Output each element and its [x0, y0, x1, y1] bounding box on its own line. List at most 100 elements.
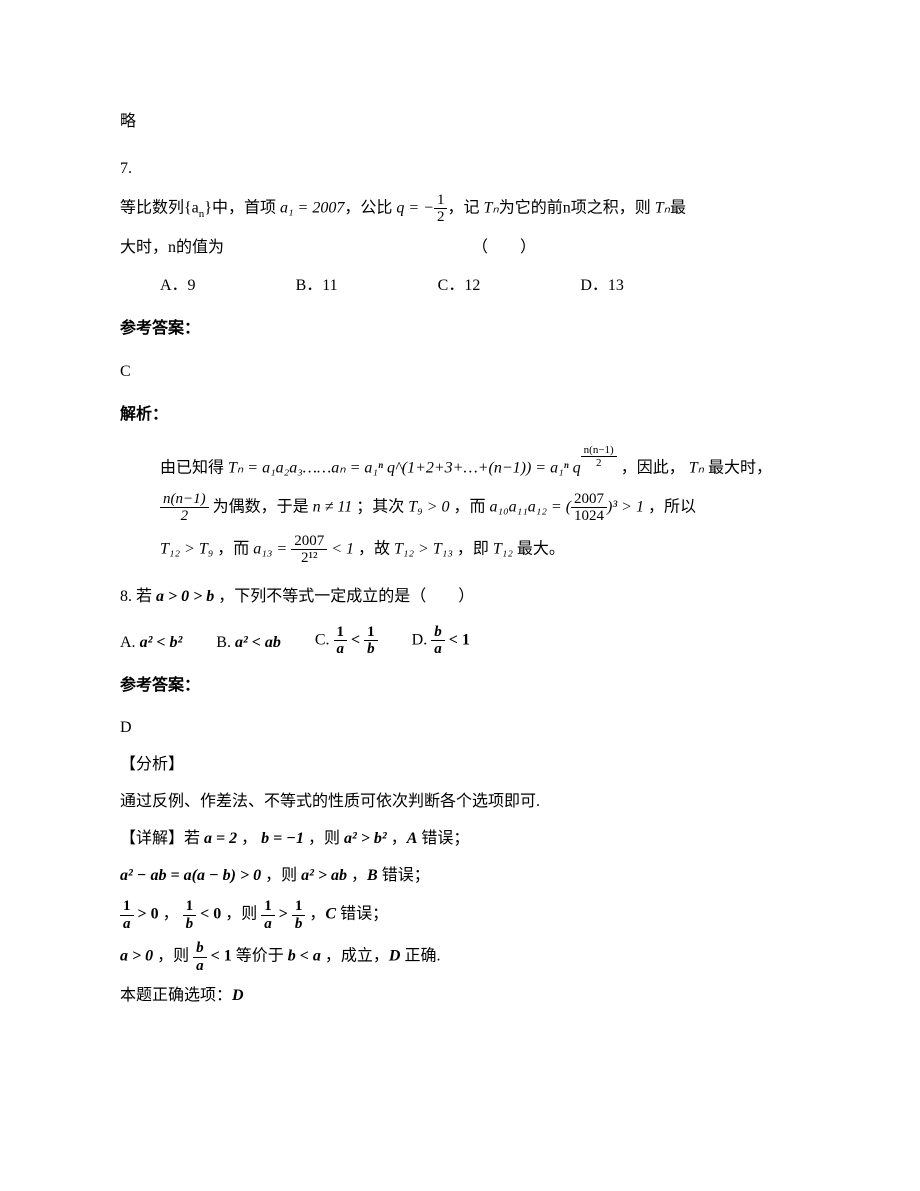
a1-eq: a₁ = 2007 [280, 199, 344, 216]
q7-sol-line1: 由已知得 Tₙ = a₁a₂a₃……aₙ = a₁ⁿ q^(1+2+3+…+(n… [120, 444, 800, 483]
n: 1 [120, 898, 134, 916]
prod-tail: )³ > 1 [607, 498, 644, 515]
option-b[interactable]: B. a² < ab [216, 629, 281, 658]
sep: ， [163, 906, 179, 923]
n: b [193, 940, 207, 958]
text: 大时，n的值为 [120, 239, 224, 256]
text: 为它的前n项之积，则 [499, 199, 651, 216]
f4: 1b [292, 898, 306, 932]
eq: Tₙ = a₁a₂a₃……aₙ = a₁ⁿ q^(1+2+3+…+(n−1)) … [228, 459, 581, 476]
den: 1024 [571, 508, 607, 525]
q7-stem-line2: 大时，n的值为 （ ） [120, 234, 800, 263]
T9gt0: T₉ > 0 [408, 498, 449, 515]
n: 1 [292, 898, 306, 916]
t12gt9: T₁₂ > T₉ [160, 540, 213, 557]
t12gt13: T₁₂ > T₁₃ [394, 540, 453, 557]
f1: 1a [334, 624, 348, 658]
option-a[interactable]: A. a² < b² [120, 629, 182, 658]
tail: ，C 错误； [309, 906, 388, 923]
text: 最大。 [517, 540, 565, 557]
blta: b < a [288, 948, 321, 965]
ans: D [232, 987, 244, 1004]
q8-final: 本题正确选项：D [120, 982, 800, 1011]
num: n(n−1) [160, 491, 209, 509]
option-d[interactable]: D．13 [580, 272, 624, 301]
prod: a₁₀a₁₁a₁₂ = ( [490, 498, 572, 515]
lt1: < 1 [449, 631, 470, 648]
text: ，而 [217, 540, 249, 557]
text: 最 [670, 199, 686, 216]
agt0: a > 0 [120, 948, 153, 965]
text: ，所以 [648, 498, 696, 515]
intro-text: 略 [120, 108, 800, 137]
text: ；其次 [356, 498, 404, 515]
f: ba [431, 624, 445, 658]
q8-answer: D [120, 714, 800, 743]
q8-analysis-text: 通过反例、作差法、不等式的性质可依次判断各个选项即可. [120, 788, 800, 817]
mid: ，则 [225, 906, 257, 923]
option-d[interactable]: D. ba < 1 [412, 624, 470, 658]
f2: 1b [364, 624, 378, 658]
expr: a² − ab = a(a − b) > 0 [120, 867, 261, 884]
cond: a > 0 > b [156, 588, 214, 605]
q8-tag-analysis: 【分析】 [120, 751, 800, 780]
a13-pre: a₁₃ = [253, 540, 291, 557]
d: a [334, 641, 348, 658]
tex: a² < b² [140, 634, 183, 651]
f2: 1b [183, 898, 197, 932]
a2: a = 2 [204, 830, 237, 847]
d: a [193, 958, 207, 975]
q-frac: 12 [434, 192, 448, 226]
exp-frac: n(n−1)2 [581, 444, 617, 469]
d: b [364, 641, 378, 658]
text: 由已知得 [160, 459, 224, 476]
f: ba [193, 940, 207, 974]
q-eq-pre: q = − [396, 199, 434, 216]
d: a [431, 641, 445, 658]
option-c[interactable]: C. 1a < 1b [315, 624, 378, 658]
d: b [183, 916, 197, 933]
ne11: n ≠ 11 [313, 498, 353, 515]
q8-answer-heading: 参考答案： [120, 672, 800, 701]
mid2: 等价于 [236, 948, 284, 965]
n: 1 [183, 898, 197, 916]
Tn: Tₙ [689, 459, 704, 476]
q7-number: 7. [120, 155, 800, 184]
den: 2 [581, 457, 617, 469]
text: ，即 [457, 540, 489, 557]
frac-nn1: n(n−1)2 [160, 491, 209, 525]
n: 1 [364, 624, 378, 642]
q8-detail-c: 1a > 0 ， 1b < 0 ，则 1a > 1b ，C 错误； [120, 898, 800, 932]
d: b [292, 916, 306, 933]
q8-detail-d: a > 0 ，则 ba < 1 等价于 b < a ，成立，D 正确. [120, 940, 800, 974]
f1: 1a [120, 898, 134, 932]
text: ，记 [447, 199, 479, 216]
a13-frac: 20072¹² [291, 533, 327, 567]
lt0: < 0 [200, 906, 221, 923]
tail: ，A 错误； [391, 830, 470, 847]
text: ，而 [454, 498, 486, 515]
text: ，因此， [621, 459, 685, 476]
gt0: > 0 [138, 906, 159, 923]
q8-number: 8. 若 [120, 588, 152, 605]
n: 1 [334, 624, 348, 642]
text: }中，首项 [204, 199, 276, 216]
n: b [431, 624, 445, 642]
den: 2 [160, 508, 209, 525]
bneg1: b = −1 [261, 830, 304, 847]
tex: a² < ab [235, 634, 281, 651]
option-c[interactable]: C．12 [438, 272, 481, 301]
option-b[interactable]: B．11 [296, 272, 338, 301]
paren: （ ） [472, 239, 536, 256]
tag: 【详解】若 [120, 830, 200, 847]
label: A. [120, 634, 136, 651]
den: 2¹² [291, 550, 327, 567]
q7-sol-line2: n(n−1)2 为偶数，于是 n ≠ 11 ；其次 T₉ > 0 ，而 a₁₀a… [120, 491, 800, 525]
text: 为偶数，于是 [213, 498, 309, 515]
d: a [120, 916, 134, 933]
q8-options: A. a² < b² B. a² < ab C. 1a < 1b D. ba <… [120, 624, 800, 658]
option-a[interactable]: A．9 [160, 272, 196, 301]
label: C. [315, 631, 330, 648]
q8-stem: 8. 若 a > 0 > b ，下列不等式一定成立的是（ ） [120, 583, 800, 612]
lt1: < 1 [211, 948, 232, 965]
